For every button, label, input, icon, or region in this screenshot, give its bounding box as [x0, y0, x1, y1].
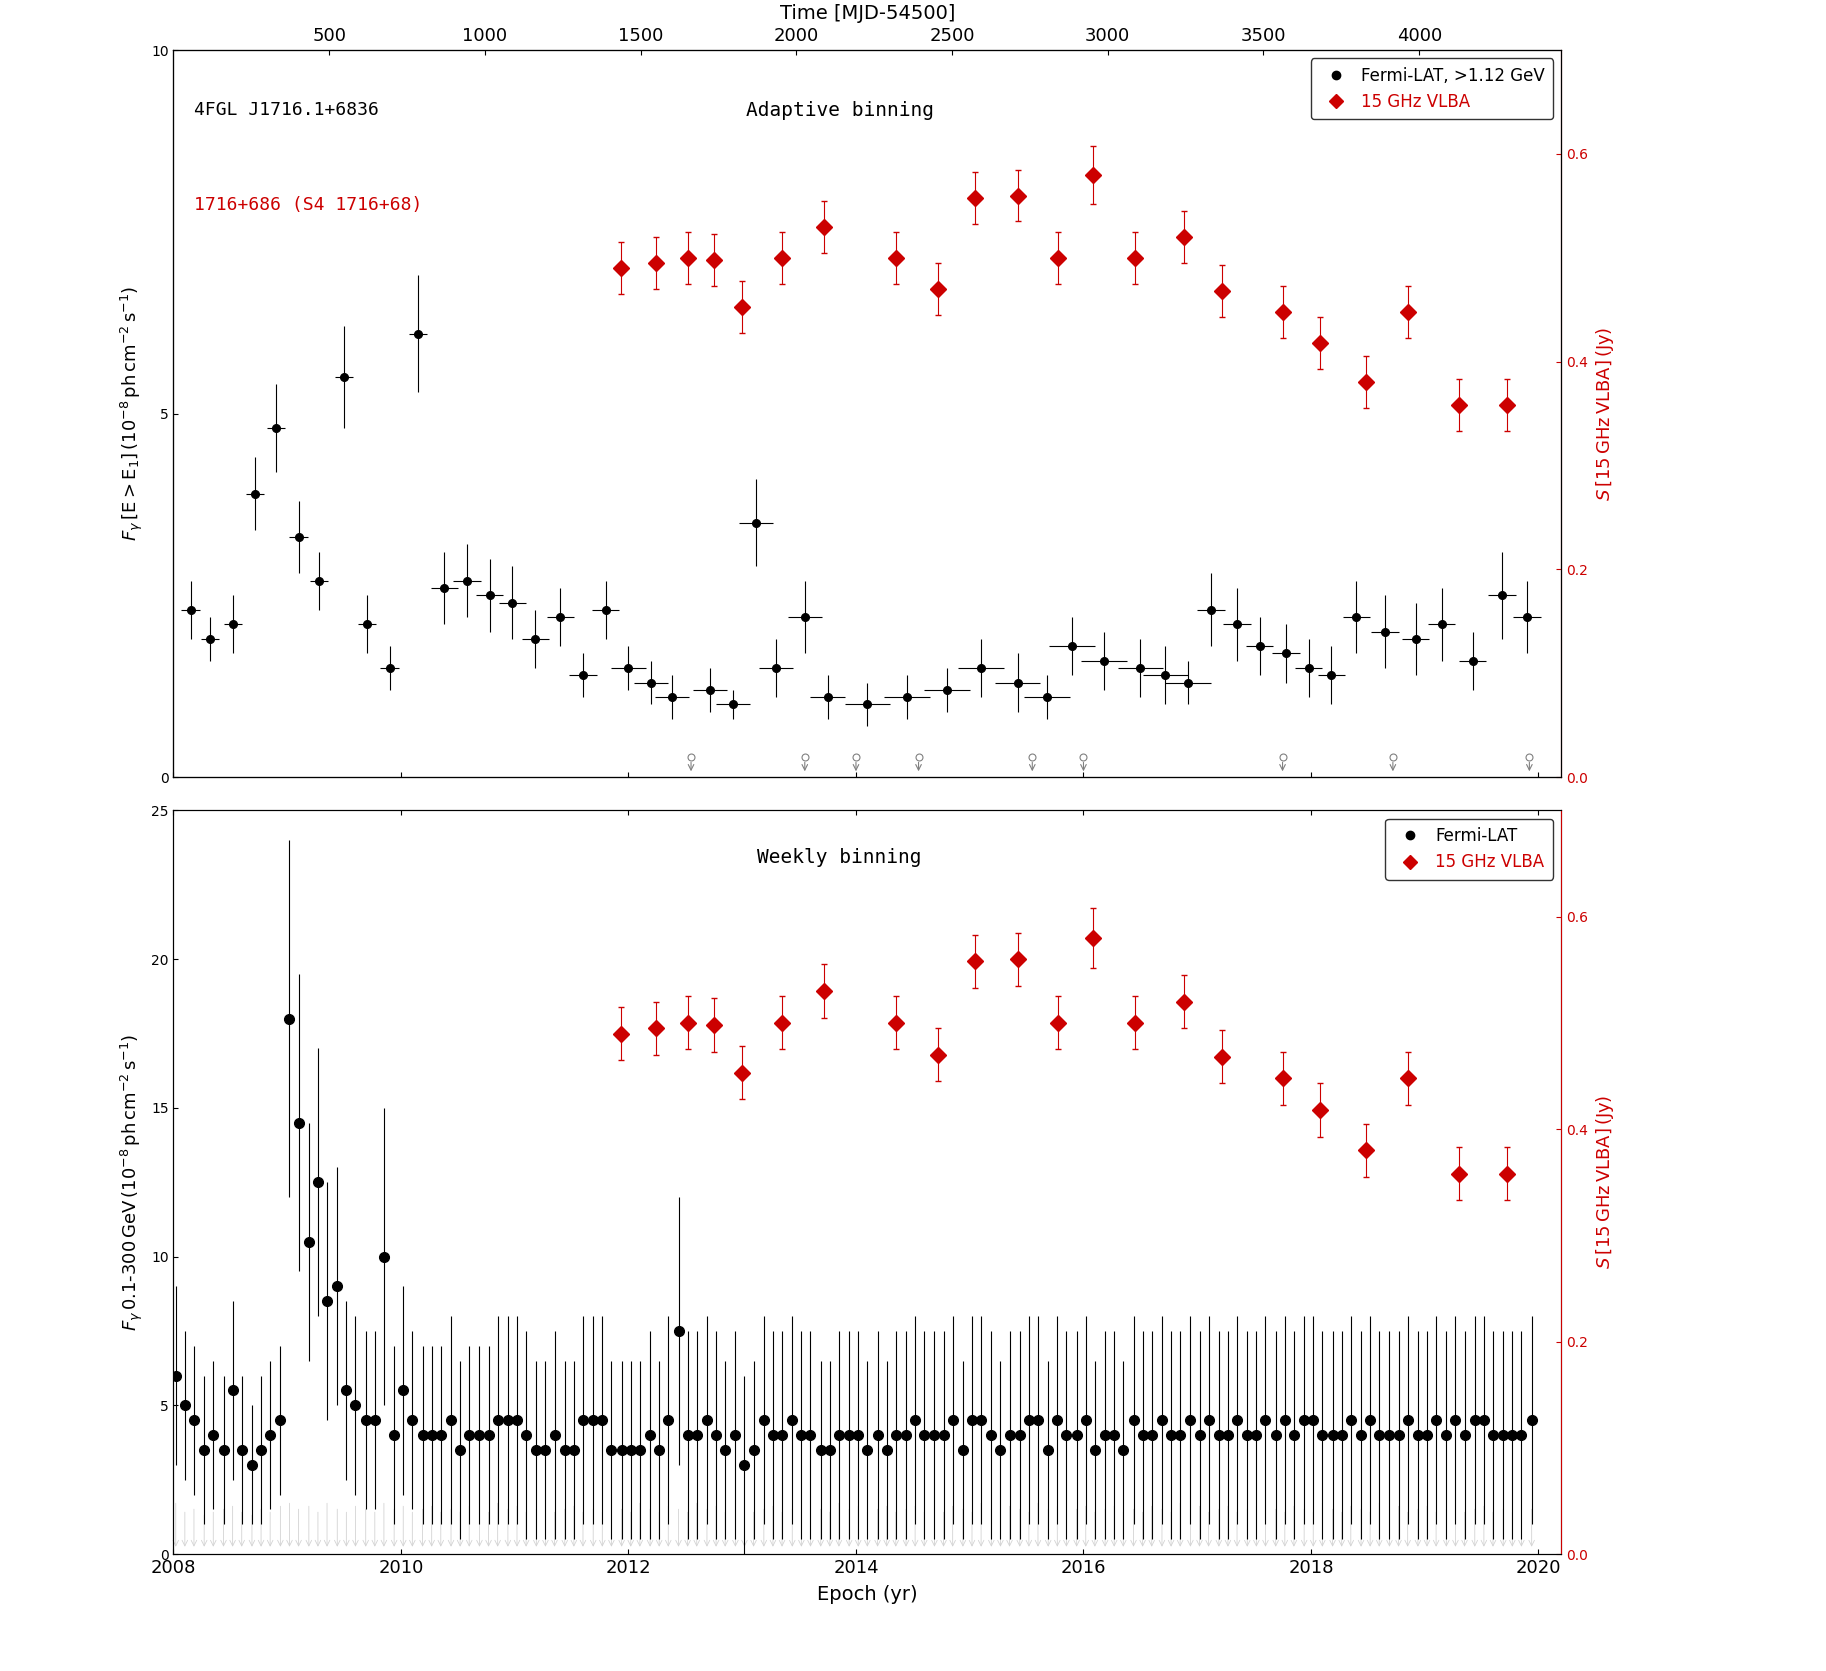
Text: Adaptive binning: Adaptive binning [745, 100, 933, 120]
Text: 1716+686 (S4 1716+68): 1716+686 (S4 1716+68) [194, 196, 422, 214]
Y-axis label: $F_\gamma\,[\mathrm{E>E_1}]\,(10^{-8}\,\mathrm{ph\,cm^{-2}\,s^{-1}})$: $F_\gamma\,[\mathrm{E>E_1}]\,(10^{-8}\,\… [119, 286, 146, 541]
X-axis label: Time [MJD-54500]: Time [MJD-54500] [780, 3, 955, 23]
Y-axis label: $F_\gamma\,0.1\text{-}300\,\mathrm{GeV}\,(10^{-8}\,\mathrm{ph\,cm^{-2}\,s^{-1}}): $F_\gamma\,0.1\text{-}300\,\mathrm{GeV}\… [119, 1034, 146, 1330]
Legend: Fermi-LAT, >1.12 GeV, 15 GHz VLBA: Fermi-LAT, >1.12 GeV, 15 GHz VLBA [1311, 58, 1552, 119]
Text: 4FGL J1716.1+6836: 4FGL J1716.1+6836 [194, 100, 380, 119]
Text: Weekly binning: Weekly binning [758, 847, 922, 867]
Legend: Fermi-LAT, 15 GHz VLBA: Fermi-LAT, 15 GHz VLBA [1386, 819, 1552, 879]
Y-axis label: $S\,[15\,\mathrm{GHz\,VLBA}]\,(\mathrm{Jy})$: $S\,[15\,\mathrm{GHz\,VLBA}]\,(\mathrm{J… [1594, 326, 1616, 501]
Y-axis label: $S\,[15\,\mathrm{GHz\,VLBA}]\,(\mathrm{Jy})$: $S\,[15\,\mathrm{GHz\,VLBA}]\,(\mathrm{J… [1594, 1095, 1616, 1270]
X-axis label: Epoch (yr): Epoch (yr) [816, 1586, 918, 1604]
